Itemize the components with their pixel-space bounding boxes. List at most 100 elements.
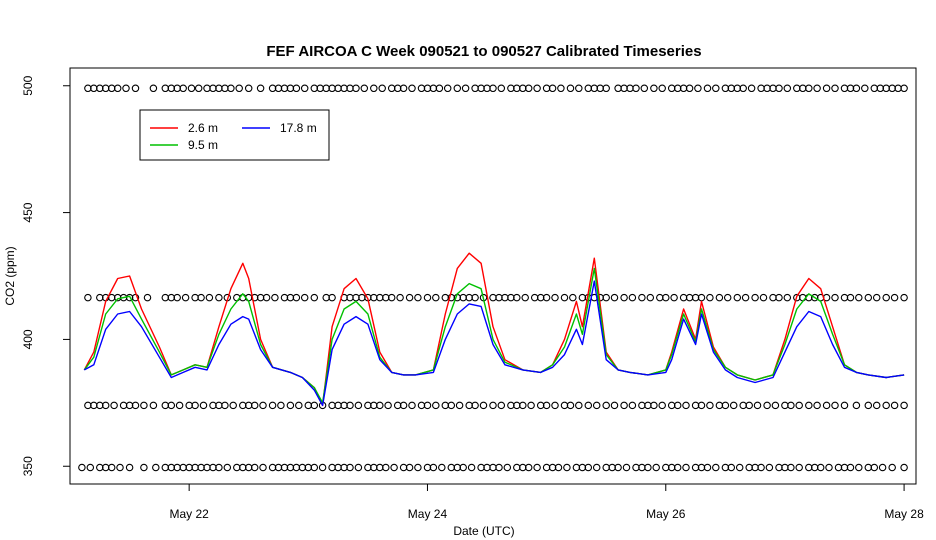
flag-marker-3-20 [233, 463, 241, 472]
flag-marker-0-43 [408, 84, 416, 93]
flag-marker-0-60 [533, 84, 541, 93]
flag-marker-2-56 [519, 401, 527, 410]
flag-marker-1-62 [551, 293, 559, 302]
flag-marker-0-9 [161, 84, 170, 93]
flag-marker-2-79 [706, 401, 714, 410]
flag-marker-2-66 [602, 401, 610, 410]
flag-marker-3-44 [399, 463, 408, 472]
flag-marker-1-103 [872, 293, 881, 302]
flag-marker-2-4 [110, 401, 118, 410]
flag-marker-0-61 [542, 84, 551, 93]
flag-marker-3-8 [152, 463, 160, 472]
flag-marker-0-75 [650, 84, 658, 93]
flag-marker-3-107 [870, 463, 879, 472]
series-line-0 [83, 252, 905, 407]
flag-marker-3-62 [533, 463, 541, 472]
flag-marker-0-93 [783, 84, 792, 93]
flag-marker-0-37 [360, 84, 369, 93]
plot-frame [69, 67, 917, 485]
flag-marker-1-78 [679, 293, 688, 302]
x-axis: May 22 May 24 May 26 May 28 [169, 484, 924, 521]
flag-marker-3-58 [503, 463, 512, 472]
flag-marker-3-41 [376, 463, 384, 472]
legend-label-1: 9.5 m [188, 138, 218, 152]
flag-marker-1-58 [521, 293, 529, 302]
flag-marker-3-97 [795, 463, 803, 472]
flag-marker-3-50 [447, 463, 456, 472]
flag-marker-3-56 [489, 463, 497, 472]
flag-marker-1-82 [706, 293, 714, 302]
flag-marker-0-13 [187, 84, 196, 93]
flag-marker-0-47 [435, 84, 444, 93]
flag-marker-0-76 [658, 84, 666, 93]
flag-marker-3-34 [328, 463, 336, 472]
flag-marker-1-8 [143, 293, 152, 302]
flag-marker-0-65 [575, 84, 583, 93]
flag-marker-2-63 [575, 401, 583, 410]
flag-marker-3-73 [614, 463, 622, 472]
x-tick-label-3: May 28 [884, 507, 924, 521]
flag-marker-0-94 [793, 84, 801, 93]
flag-marker-3-23 [250, 463, 259, 472]
flag-marker-2-22 [250, 401, 259, 410]
flag-marker-2-39 [384, 401, 392, 410]
flag-marker-1-76 [662, 293, 670, 302]
flag-marker-2-74 [667, 401, 676, 410]
flag-marker-2-89 [787, 401, 795, 410]
flag-marker-1-85 [733, 293, 742, 302]
flag-marker-0-66 [584, 84, 593, 93]
flag-marker-3-96 [787, 463, 795, 472]
flag-marker-2-100 [890, 401, 899, 410]
flag-marker-3-49 [438, 463, 446, 472]
flag-marker-2-44 [423, 401, 432, 410]
flag-marker-1-87 [751, 293, 759, 302]
flag-marker-1-83 [715, 293, 724, 302]
flag-marker-1-72 [628, 293, 637, 302]
flag-marker-2-101 [900, 401, 908, 410]
flag-marker-1-84 [723, 293, 732, 302]
flag-marker-3-100 [816, 463, 825, 472]
flag-marker-2-14 [191, 401, 199, 410]
flag-marker-1-77 [670, 293, 678, 302]
flag-marker-0-73 [632, 84, 640, 93]
flag-marker-2-98 [872, 401, 881, 410]
flag-marker-2-96 [852, 401, 861, 410]
flag-marker-1-100 [846, 293, 855, 302]
flag-marker-2-92 [813, 401, 821, 410]
flag-marker-0-92 [775, 84, 783, 93]
flag-marker-0-39 [378, 84, 386, 93]
flag-marker-2-51 [479, 401, 488, 410]
flag-marker-0-36 [352, 84, 360, 93]
flag-marker-1-43 [414, 293, 422, 302]
flag-marker-0-4 [107, 84, 116, 93]
flag-marker-2-46 [441, 401, 450, 410]
flag-marker-2-24 [268, 401, 277, 410]
y-tick-label-0: 350 [21, 456, 35, 476]
flag-marker-2-26 [286, 401, 295, 410]
flag-marker-0-81 [694, 84, 702, 93]
flag-marker-2-97 [864, 401, 873, 410]
flag-marker-0-51 [471, 84, 479, 93]
flag-marker-0-62 [548, 84, 557, 93]
flag-marker-1-28 [300, 293, 309, 302]
flag-marker-1-44 [423, 293, 432, 302]
flag-marker-1-57 [513, 293, 521, 302]
flag-marker-2-84 [745, 401, 753, 410]
flag-marker-0-50 [461, 84, 470, 93]
flag-marker-3-77 [644, 463, 652, 472]
flag-marker-2-23 [259, 401, 267, 410]
flag-marker-2-38 [376, 401, 384, 410]
flag-marker-3-45 [405, 463, 414, 472]
flag-marker-1-69 [602, 293, 610, 302]
flag-marker-0-80 [685, 84, 694, 93]
flag-marker-1-106 [900, 293, 908, 302]
flag-marker-1-59 [530, 293, 539, 302]
flag-marker-0-70 [614, 84, 622, 93]
flag-marker-2-94 [831, 401, 839, 410]
flag-marker-1-104 [882, 293, 890, 302]
flag-marker-3-18 [215, 463, 223, 472]
series-lines [83, 252, 905, 407]
y-tick-label-2: 450 [21, 202, 35, 222]
flag-marker-2-99 [882, 401, 890, 410]
flag-marker-3-46 [414, 463, 422, 472]
